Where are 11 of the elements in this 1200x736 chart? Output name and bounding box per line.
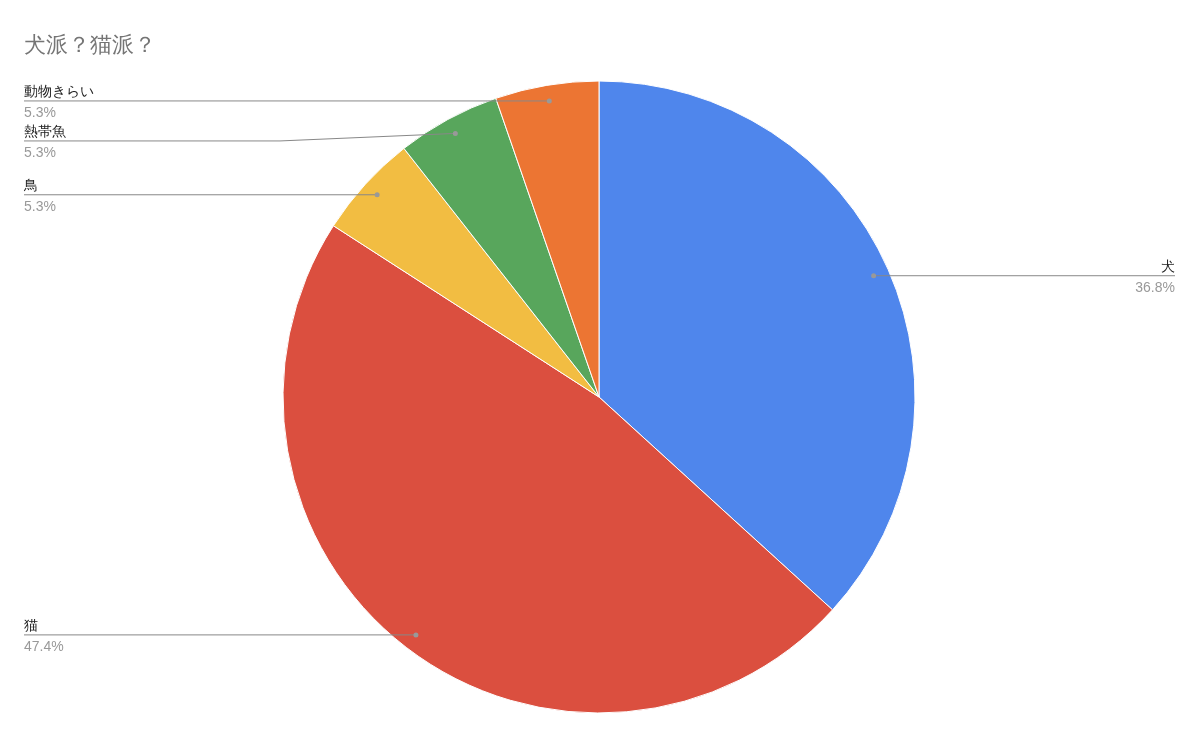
data-label: 36.8% (1135, 278, 1175, 295)
data-label: 5.3% (24, 103, 56, 120)
data-label: 47.4% (24, 637, 64, 654)
slice-label: 猫 (24, 616, 38, 633)
slice-label: 犬 (1161, 257, 1175, 274)
slice-label: 熱帯魚 (24, 122, 66, 139)
data-label: 5.3% (24, 143, 56, 160)
slice-label: 動物きらい (24, 82, 94, 99)
chart-title: 犬派？猫派？ (24, 32, 156, 57)
data-label: 5.3% (24, 197, 56, 214)
slice-label: 鳥 (23, 176, 38, 193)
